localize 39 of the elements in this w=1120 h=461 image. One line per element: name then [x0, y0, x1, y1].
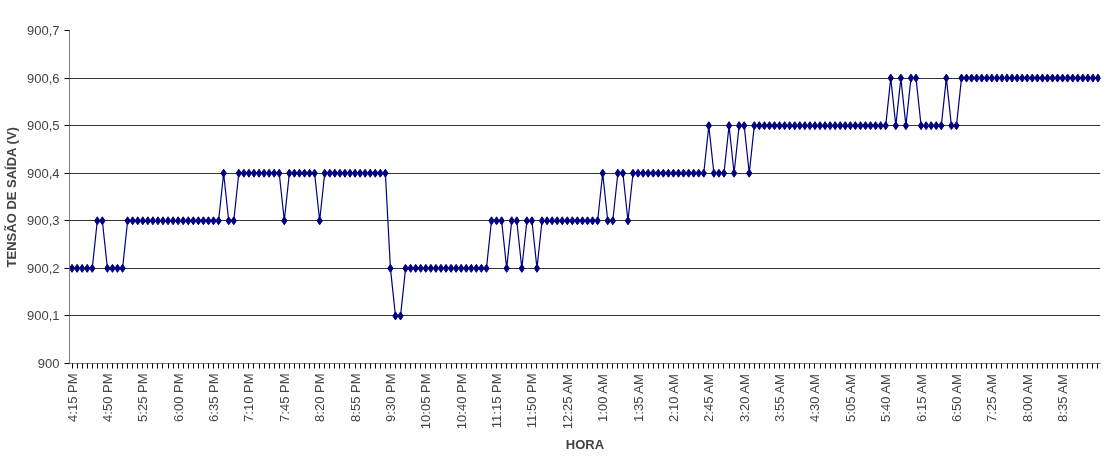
x-tick-label: 9:30 PM — [382, 373, 398, 422]
x-tick-label: 1:00 AM — [595, 374, 611, 422]
x-tick-label: 6:35 PM — [206, 373, 222, 422]
x-tick-label: 8:35 AM — [1055, 374, 1071, 422]
y-tick-label: 900 — [37, 356, 60, 371]
x-tick-label: 5:40 AM — [878, 374, 894, 422]
x-tick-label: 8:20 PM — [312, 373, 328, 422]
x-tick-label: 10:05 PM — [418, 373, 434, 430]
x-tick-label: 7:10 PM — [241, 373, 257, 422]
y-tick-label: 900,4 — [26, 165, 60, 181]
x-tick-label: 6:15 AM — [913, 374, 929, 422]
y-tick-label: 900,1 — [26, 308, 60, 324]
x-tick-label: 8:00 AM — [1019, 374, 1035, 422]
x-tick-label: 6:00 PM — [170, 373, 186, 422]
x-tick-label: 5:05 AM — [842, 374, 858, 422]
x-tick-label: 8:55 PM — [347, 373, 363, 422]
x-tick-label: 4:15 PM — [64, 373, 80, 422]
x-tick-label: 12:25 AM — [559, 374, 575, 430]
y-tick-label: 900,2 — [26, 260, 60, 276]
y-axis-title: TENSÃO DE SAÍDA (V) — [3, 127, 19, 268]
x-tick-label: 6:50 AM — [948, 374, 964, 422]
x-tick-label: 2:45 AM — [701, 374, 717, 422]
y-tick-label: 900,7 — [26, 23, 60, 38]
x-tick-label: 11:50 PM — [524, 373, 540, 429]
x-tick-label: 3:20 AM — [736, 374, 752, 422]
x-tick-label: 7:25 AM — [984, 374, 1000, 422]
x-axis-title: HORA — [565, 437, 605, 453]
x-tick-label: 3:55 AM — [772, 374, 788, 422]
x-tick-label: 11:15 PM — [489, 373, 505, 429]
x-tick-label: 10:40 PM — [453, 373, 469, 430]
x-tick-label: 7:45 PM — [276, 373, 292, 422]
y-tick-label: 900,6 — [26, 70, 60, 86]
y-tick-label: 900,5 — [26, 118, 60, 134]
x-tick-label: 4:30 AM — [807, 374, 823, 422]
x-tick-label: 4:50 PM — [99, 373, 115, 422]
x-tick-label: 2:10 AM — [665, 374, 681, 422]
y-tick-label: 900,3 — [26, 213, 60, 229]
x-tick-label: 5:25 PM — [135, 373, 151, 422]
x-tick-label: 1:35 AM — [630, 374, 646, 422]
